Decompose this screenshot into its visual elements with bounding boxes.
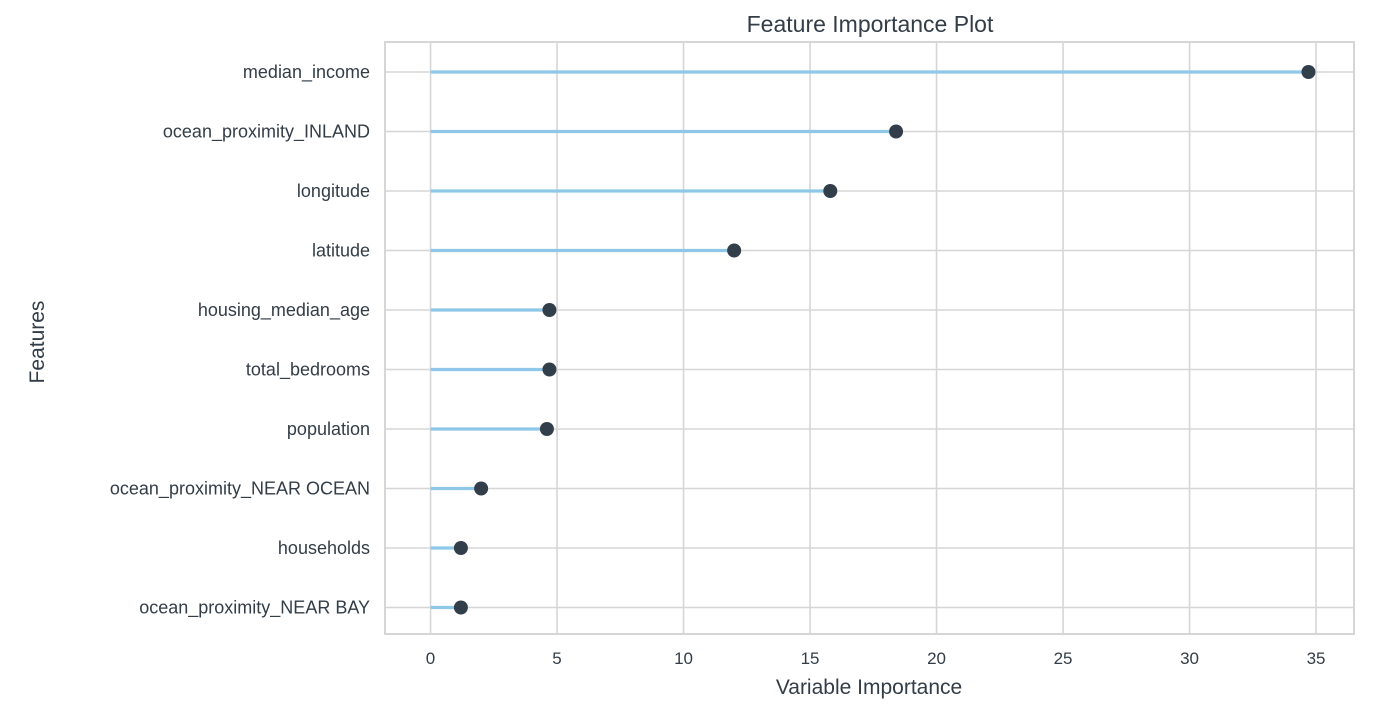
dots-layer [453,65,1316,615]
feature-label: ocean_proximity_INLAND [163,122,370,143]
x-tick-labels: 0 5 10 15 20 25 30 35 [426,649,1326,668]
x-tick-label: 5 [552,649,561,668]
x-tick-label: 10 [674,649,693,668]
feature-label: ocean_proximity_NEAR OCEAN [110,479,370,500]
feature-label: housing_median_age [198,300,370,321]
dot-median-income [1301,65,1316,79]
x-axis-label: Variable Importance [776,676,962,699]
stems-layer [430,70,1309,610]
dot-longitude [823,184,838,198]
x-tick-label: 35 [1307,649,1326,668]
dot-population [539,422,554,436]
dot-ocean-proximity-inland [889,124,904,139]
dot-housing-median-age [542,303,557,317]
feature-label: population [287,419,370,439]
feature-label: median_income [243,62,370,83]
x-tick-label: 0 [426,649,435,668]
feature-label: latitude [312,241,370,261]
feature-label: total_bedrooms [246,360,370,381]
y-axis-label: Features [26,301,49,384]
dot-ocean-proximity-near-ocean [474,481,489,496]
dot-households [453,541,468,555]
x-tick-label: 30 [1180,649,1199,668]
feature-label: longitude [297,181,370,201]
x-tick-label: 25 [1054,649,1073,668]
feature-label: households [278,538,370,558]
x-tick-label: 15 [801,649,820,668]
plot-frame [384,41,1355,635]
y-tick-labels: median_income ocean_proximity_INLANDlongi… [110,62,370,619]
chart-title: Feature Importance Plot [747,11,994,37]
feature-label: ocean_proximity_NEAR BAY [139,598,370,619]
dot-latitude [727,243,742,258]
dot-ocean-proximity-near-bay [453,600,468,615]
x-tick-label: 20 [927,649,946,668]
dot-total-bedrooms [542,362,557,377]
